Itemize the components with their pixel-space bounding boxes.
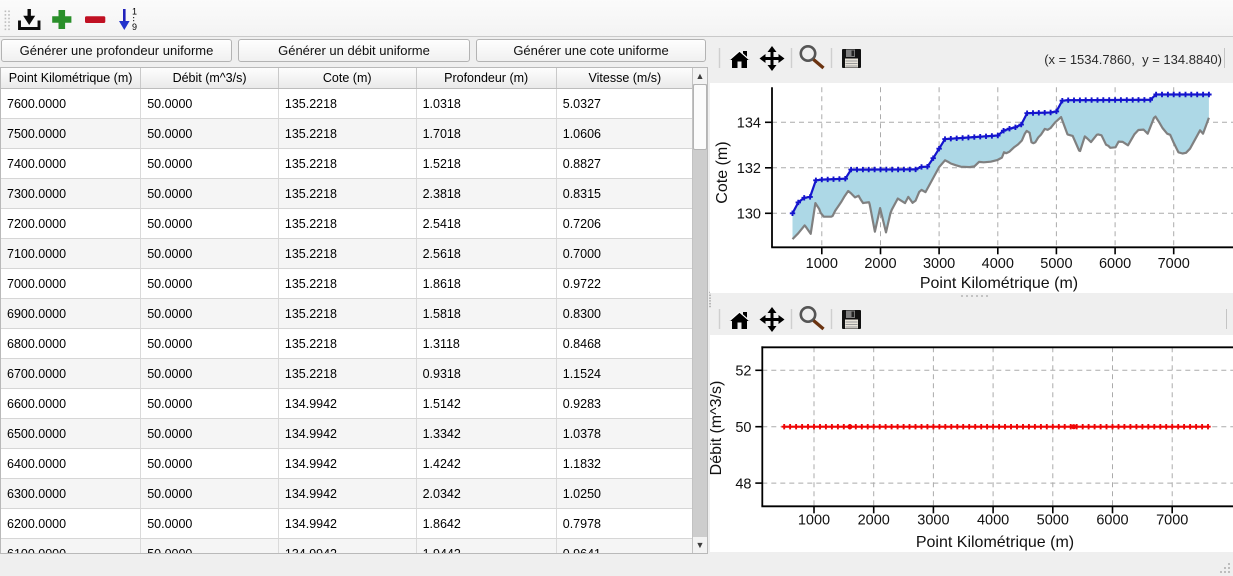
- svg-text:5000: 5000: [1040, 256, 1072, 272]
- svg-text:4000: 4000: [977, 513, 1009, 529]
- svg-text:48: 48: [735, 476, 751, 492]
- svg-text:6000: 6000: [1099, 256, 1131, 272]
- svg-text:130: 130: [737, 207, 761, 223]
- svg-text:3000: 3000: [917, 513, 949, 529]
- svg-text:52: 52: [735, 364, 751, 380]
- svg-text:50: 50: [735, 420, 751, 436]
- svg-text:2000: 2000: [858, 513, 890, 529]
- svg-text:6000: 6000: [1096, 513, 1128, 529]
- svg-text:2000: 2000: [864, 256, 896, 272]
- svg-text:3000: 3000: [923, 256, 955, 272]
- svg-text:9: 9: [132, 22, 137, 32]
- svg-text:7000: 7000: [1156, 513, 1188, 529]
- svg-text:Point Kilométrique (m): Point Kilométrique (m): [916, 534, 1074, 551]
- svg-text:1000: 1000: [806, 256, 838, 272]
- svg-text:7000: 7000: [1158, 256, 1190, 272]
- svg-text:4000: 4000: [982, 256, 1014, 272]
- svg-text:132: 132: [737, 161, 761, 177]
- svg-text:Débit (m^3/s): Débit (m^3/s): [710, 381, 725, 476]
- svg-text:1000: 1000: [798, 513, 830, 529]
- svg-text:1: 1: [132, 7, 137, 17]
- svg-text:5000: 5000: [1037, 513, 1069, 529]
- svg-text:Point Kilométrique (m): Point Kilométrique (m): [920, 275, 1078, 292]
- svg-text:Cote (m): Cote (m): [714, 141, 731, 203]
- svg-text:134: 134: [737, 116, 761, 132]
